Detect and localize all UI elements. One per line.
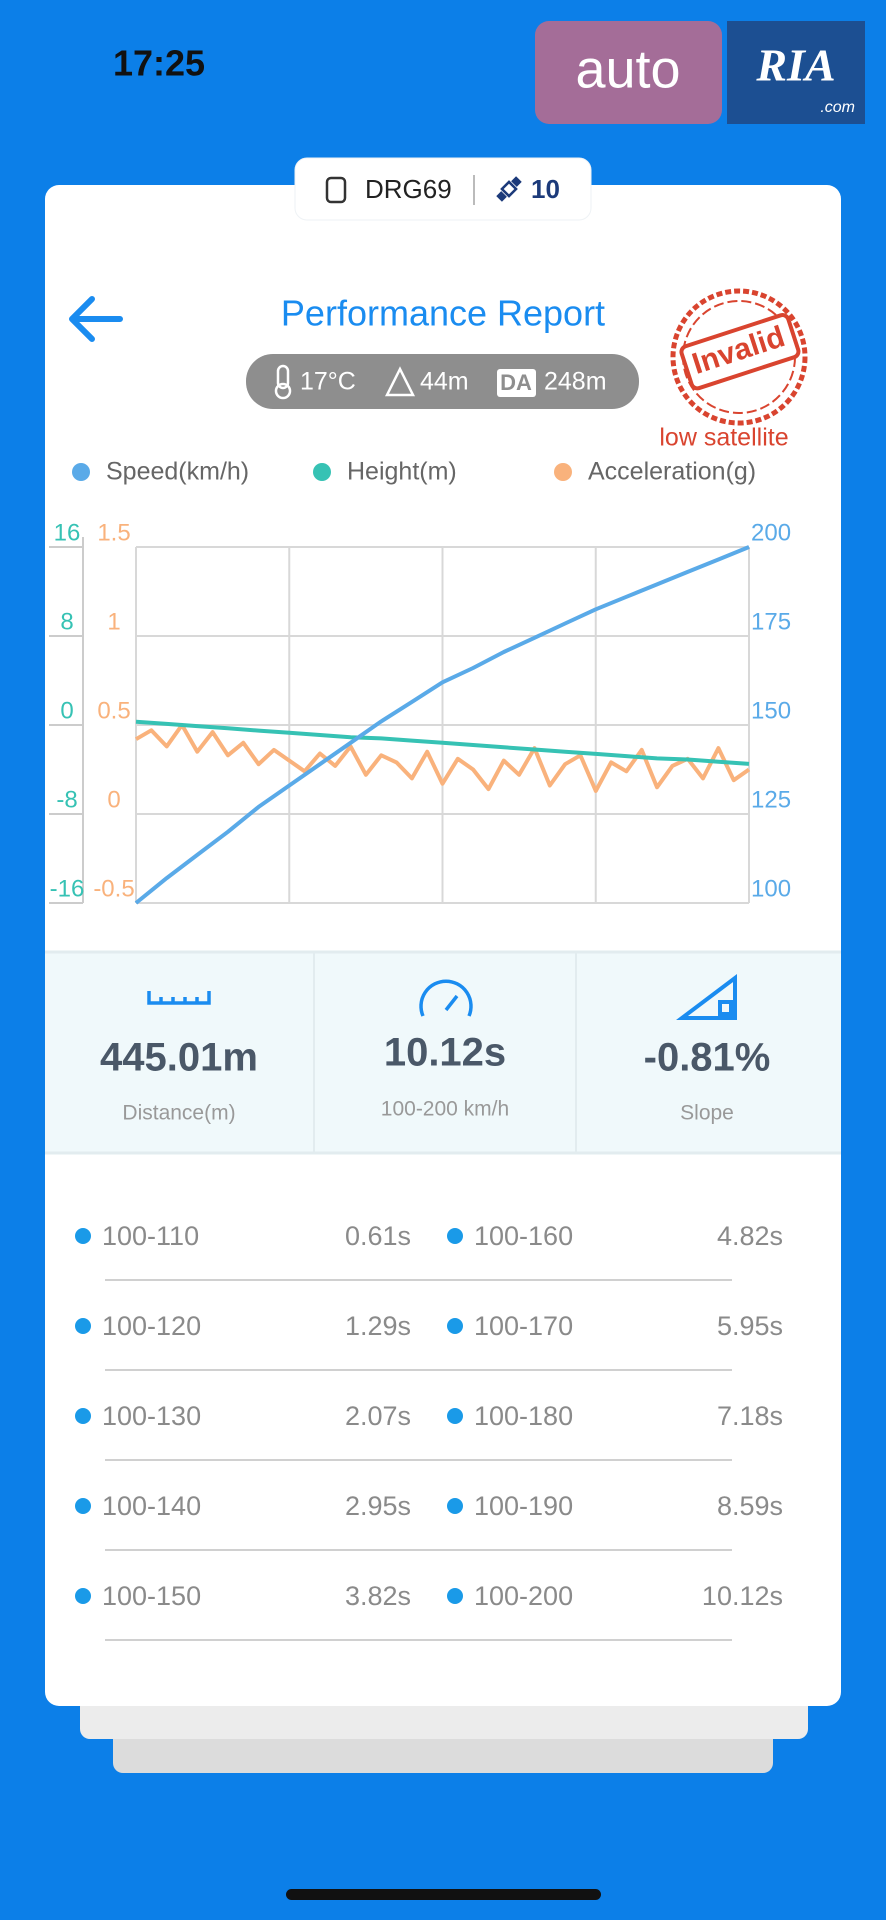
temperature: 17°C	[300, 368, 356, 396]
watermark-brand: auto	[575, 39, 680, 99]
y2-tick-label: 100	[751, 875, 791, 902]
thermometer-icon	[274, 364, 292, 400]
y-tick-label: -16	[50, 875, 85, 902]
y2-tick-label: 175	[751, 608, 791, 635]
chart: Speed(km/h) Height(m) Acceleration(g)10012…	[49, 458, 791, 905]
split-dot	[75, 1228, 91, 1244]
mountain-icon	[384, 366, 416, 397]
summary-value: 10.12s	[384, 1031, 506, 1075]
split-time: 4.82s	[717, 1221, 783, 1251]
da-label: DA	[500, 370, 532, 395]
y3-tick-label: 0.5	[97, 697, 130, 724]
da-badge	[497, 369, 536, 397]
legend-label: Height(m)	[347, 458, 457, 486]
split-dot	[447, 1318, 463, 1334]
series-line	[135, 719, 750, 766]
y3-tick-label: 0	[107, 786, 120, 813]
split-time: 8.59s	[717, 1491, 783, 1521]
stamp-note: low satellite	[659, 424, 788, 452]
y3-tick-label: 1.5	[97, 519, 130, 546]
split-range: 100-130	[102, 1401, 201, 1431]
series-line	[134, 545, 750, 905]
watermark-logo: RIA	[755, 40, 835, 91]
watermark-domain: .com	[820, 99, 855, 116]
split-dot	[75, 1588, 91, 1604]
watermark-logo-box	[727, 21, 865, 124]
y-tick-label: 0	[60, 697, 73, 724]
legend-label: Speed(km/h)	[106, 458, 249, 486]
split-time: 0.61s	[345, 1221, 411, 1251]
summary-value: 445.01m	[100, 1036, 258, 1080]
split-range: 100-170	[474, 1311, 573, 1341]
split-dot	[447, 1498, 463, 1514]
density-altitude: 248m	[544, 368, 607, 396]
summary-value: -0.81%	[644, 1036, 771, 1080]
split-dot	[447, 1408, 463, 1424]
split-time: 10.12s	[702, 1581, 783, 1611]
y2-tick-label: 150	[751, 697, 791, 724]
distance-icon	[147, 991, 211, 1005]
splits-table: 100-110 0.61s 100-160 4.82s 100-120 1.29s 100-…	[75, 1221, 783, 1641]
legend-dot	[72, 463, 90, 481]
split-time: 7.18s	[717, 1401, 783, 1431]
y-tick-label: -8	[56, 786, 77, 813]
legend-dot	[313, 463, 331, 481]
split-dot	[75, 1318, 91, 1334]
watermark-box	[535, 21, 722, 124]
satellite-count: 10	[531, 174, 560, 204]
split-range: 100-150	[102, 1581, 201, 1611]
altitude: 44m	[420, 368, 469, 396]
page-title: Performance Report	[281, 293, 605, 334]
summary-label: Slope	[680, 1102, 734, 1125]
split-range: 100-110	[102, 1221, 199, 1251]
split-time: 2.07s	[345, 1401, 411, 1431]
split-dot	[75, 1498, 91, 1514]
slope-icon	[676, 973, 737, 1020]
satellite-icon	[496, 176, 522, 202]
legend-dot	[554, 463, 572, 481]
split-time: 5.95s	[717, 1311, 783, 1341]
split-time: 2.95s	[345, 1491, 411, 1521]
split-range: 100-200	[474, 1581, 573, 1611]
summary-label: Distance(m)	[122, 1102, 235, 1125]
split-dot	[447, 1588, 463, 1604]
device-name: DRG69	[365, 174, 452, 204]
y-tick-label: 8	[60, 608, 73, 635]
conditions-pill	[246, 354, 639, 409]
device-icon	[325, 176, 347, 204]
y3-tick-label: 1	[107, 608, 120, 635]
status-time: 17:25	[113, 43, 205, 84]
summary-band	[45, 952, 841, 1153]
split-range: 100-190	[474, 1491, 573, 1521]
series-line	[134, 723, 751, 793]
summary-label: 100-200 km/h	[381, 1098, 509, 1121]
split-range: 100-160	[474, 1221, 573, 1251]
split-range: 100-180	[474, 1401, 573, 1431]
split-range: 100-140	[102, 1491, 201, 1521]
split-time: 1.29s	[345, 1311, 411, 1341]
gauge-icon	[419, 979, 473, 1017]
device-pill[interactable]	[294, 157, 592, 221]
legend-label: Acceleration(g)	[588, 458, 756, 486]
home-indicator	[286, 1889, 601, 1900]
back-button[interactable]	[69, 296, 123, 342]
y3-tick-label: -0.5	[93, 875, 134, 902]
split-dot	[447, 1228, 463, 1244]
split-dot	[75, 1408, 91, 1424]
split-range: 100-120	[102, 1311, 201, 1341]
card	[45, 185, 841, 1706]
y-tick-label: 16	[54, 519, 81, 546]
split-time: 3.82s	[345, 1581, 411, 1611]
summary: 445.01m Distance(m) 10.12s 100-200 km/h -0.8…	[100, 1031, 770, 1125]
y2-tick-label: 200	[751, 519, 791, 546]
y2-tick-label: 125	[751, 786, 791, 813]
